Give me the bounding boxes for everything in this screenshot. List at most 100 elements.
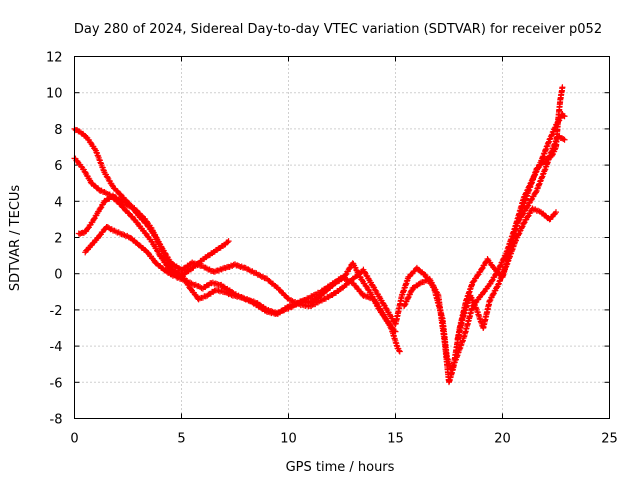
data-point-run <box>75 229 87 237</box>
data-point-run <box>97 187 111 197</box>
grid <box>74 56 610 419</box>
x-tick-label: 5 <box>177 432 185 447</box>
data-point-run <box>135 242 150 255</box>
data-point-run <box>80 166 94 186</box>
x-axis-label: GPS time / hours <box>286 460 395 475</box>
x-tick-label: 10 <box>280 432 297 447</box>
data-point-run <box>144 249 158 266</box>
data-point-run <box>538 209 552 222</box>
data-point <box>561 136 568 143</box>
y-tick-label: 2 <box>54 232 62 247</box>
x-tick-label: 25 <box>601 432 618 447</box>
y-tick-label: 10 <box>46 87 63 102</box>
data-point-run <box>557 85 566 103</box>
data-point-run <box>533 158 548 172</box>
data-point-run <box>529 205 543 215</box>
data-point-run <box>495 263 510 288</box>
data-point-run <box>486 283 501 304</box>
data-point-run <box>398 275 411 299</box>
data-point-run <box>103 223 115 233</box>
data-point-run <box>317 292 333 304</box>
data-series <box>82 223 399 335</box>
data-point-run <box>264 275 280 291</box>
data-point-run <box>349 280 366 298</box>
data-series <box>71 155 403 355</box>
data-point-run <box>88 180 103 193</box>
y-tick-label: 12 <box>46 51 63 66</box>
data-point-run <box>503 239 518 268</box>
data-point-run <box>110 183 124 198</box>
y-tick-label: -2 <box>50 304 63 319</box>
data-point-run <box>548 134 561 155</box>
data-point-run <box>555 133 567 143</box>
data-point-run <box>383 318 398 334</box>
data-point-run <box>525 166 540 196</box>
data-point-run <box>127 234 141 247</box>
data-point-run <box>84 134 99 153</box>
data-point-run <box>349 260 364 281</box>
data-point-run <box>413 264 428 278</box>
data-point-run <box>238 294 252 304</box>
data-point-run <box>131 205 148 222</box>
x-tick-label: 20 <box>494 432 511 447</box>
data-point-run <box>467 292 480 312</box>
data-point <box>396 348 403 355</box>
data-point-run <box>484 256 497 270</box>
y-tick-label: -4 <box>50 340 63 355</box>
y-tick-label: 8 <box>54 123 62 138</box>
data-point-run <box>392 293 405 327</box>
data-point-run <box>148 225 163 247</box>
y-tick-label: 0 <box>54 268 62 283</box>
y-tick-label: 6 <box>54 159 62 174</box>
data-point <box>553 209 559 216</box>
data-point-run <box>339 277 355 291</box>
axis-ticks: 0 5 10 15 20 25 -8 -6 -4 -2 0 2 4 6 8 10 12 <box>46 51 618 447</box>
data-point-run <box>418 276 432 286</box>
data-point-run <box>157 241 174 265</box>
data-point-run <box>546 124 559 143</box>
data-point-run <box>480 298 493 331</box>
y-tick-label: 4 <box>54 195 62 210</box>
data-point-run <box>435 292 448 345</box>
data-point-run <box>92 147 107 174</box>
y-tick-label: -8 <box>50 413 63 428</box>
plot-frame <box>74 56 610 419</box>
data-point-run <box>559 111 567 119</box>
data-point-run <box>82 221 94 235</box>
data-point-run <box>495 250 510 273</box>
data-point <box>561 113 568 120</box>
data-point-run <box>95 199 107 215</box>
data-point-run <box>478 282 492 299</box>
data-point-run <box>157 253 171 271</box>
data-point-run <box>95 225 109 241</box>
data-series <box>516 133 568 223</box>
data-point-run <box>217 281 231 292</box>
data-point-run <box>366 289 381 310</box>
data-point-run <box>469 268 484 286</box>
data-point-run <box>375 305 390 323</box>
data-point-run <box>328 285 344 299</box>
data-point-run <box>460 293 473 317</box>
data-point-run <box>460 305 476 340</box>
data-point-run <box>542 149 555 173</box>
data-series <box>454 205 559 342</box>
y-tick-label: -6 <box>50 376 63 391</box>
data-point-run <box>178 271 193 291</box>
data-point-run <box>255 303 269 314</box>
data-point-run <box>520 206 535 227</box>
data-point-run <box>533 167 548 194</box>
data-point-run <box>118 231 132 241</box>
data-point-run <box>210 265 226 275</box>
data-point-run <box>88 210 101 226</box>
data-point-run <box>131 216 146 232</box>
data-point-run <box>221 239 231 248</box>
data-point-run <box>210 242 227 255</box>
data-point-run <box>148 238 163 258</box>
y-axis-label: SDTVAR / TECUs <box>8 185 23 292</box>
x-tick-label: 0 <box>70 432 78 447</box>
data-point <box>559 84 566 91</box>
data-point-run <box>152 260 167 273</box>
data-point-run <box>516 203 531 223</box>
data-point-run <box>101 169 116 189</box>
